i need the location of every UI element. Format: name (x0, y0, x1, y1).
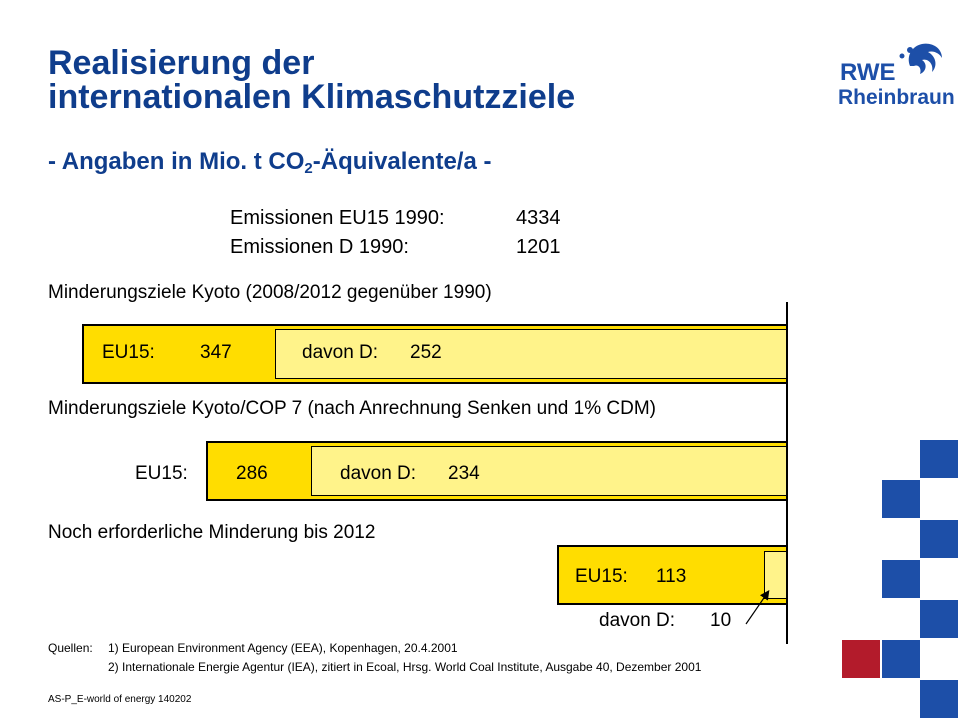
emissions-eu15-value: 4334 (516, 207, 561, 229)
sources-label: Quellen: (48, 641, 93, 655)
title-line-1: Realisierung der (48, 44, 315, 82)
section-heading-cop7: Minderungsziele Kyoto/COP 7 (nach Anrech… (48, 398, 656, 419)
page-title: Realisierung der internationalen Klimasc… (48, 46, 575, 114)
bar-d-remaining (764, 551, 786, 599)
bar-eu15-label-cop7: EU15: (135, 463, 188, 484)
decor-square (842, 640, 880, 678)
page-subtitle: - Angaben in Mio. t CO2-Äquivalente/a - (48, 148, 491, 177)
section-heading-remaining: Noch erforderliche Minderung bis 2012 (48, 522, 376, 543)
bar-eu15-label-kyoto: EU15: (102, 342, 155, 363)
bar-d-label-remaining: davon D: (599, 610, 676, 631)
title-line-2: internationalen Klimaschutzziele (48, 78, 576, 116)
bar-eu15-value-kyoto: 347 (200, 342, 232, 363)
decor-square (882, 480, 920, 518)
source-1: 1) European Environment Agency (EEA), Ko… (108, 641, 458, 655)
bar-d-value-remaining: 10 (710, 610, 732, 631)
bar-d-value-kyoto: 252 (410, 342, 442, 363)
subtitle-post: -Äquivalente/a - (312, 148, 492, 175)
logo-brand: RWE (840, 59, 896, 86)
bar-d-label-kyoto: davon D: (302, 342, 379, 363)
emissions-d-label: Emissionen D 1990: (230, 236, 409, 258)
emissions-d-value: 1201 (516, 236, 561, 258)
source-2: 2) Internationale Energie Agentur (IEA),… (108, 660, 702, 674)
subtitle-subscript: 2 (304, 160, 313, 177)
bar-eu15-value-cop7: 286 (236, 463, 268, 484)
decor-square (920, 440, 958, 478)
bar-d-value-cop7: 234 (448, 463, 480, 484)
decor-square (882, 640, 920, 678)
bar-d-kyoto (274, 329, 786, 379)
rwe-rheinbraun-logo: RWE Rheinbraun (838, 43, 954, 109)
decor-square (920, 520, 958, 558)
decor-square (882, 560, 920, 598)
bar-d-cop7 (311, 446, 786, 496)
section-heading-kyoto: Minderungsziele Kyoto (2008/2012 gegenüb… (48, 282, 492, 303)
footer-code: AS-P_E-world of energy 140202 (48, 694, 192, 705)
bar-eu15-remaining (556, 545, 786, 605)
pointer-arrow (745, 590, 770, 625)
bar-eu15-label-remaining: EU15: (575, 566, 628, 587)
emissions-eu15-label: Emissionen EU15 1990: (230, 207, 445, 229)
decor-square (920, 680, 958, 718)
decor-square (920, 600, 958, 638)
subtitle-pre: - Angaben in Mio. t CO (48, 148, 305, 175)
bar-eu15-value-remaining: 113 (656, 566, 687, 587)
bar-d-label-cop7: davon D: (340, 463, 417, 484)
hand-icon (899, 43, 942, 74)
chart-axis-line (786, 302, 788, 644)
logo-name: Rheinbraun (838, 86, 954, 109)
